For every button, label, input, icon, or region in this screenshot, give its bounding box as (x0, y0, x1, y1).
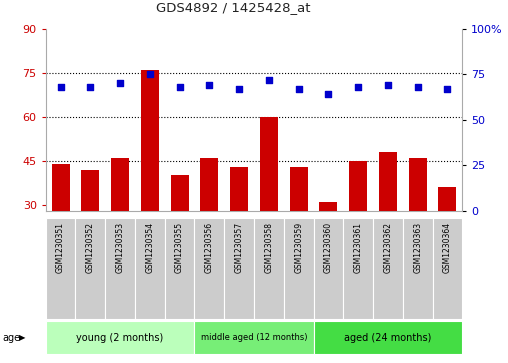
Bar (46, 321, 195, 354)
Bar (141, 70, 159, 293)
Point (414, 84, 422, 90)
Bar (313, 218, 343, 319)
Text: GSM1230356: GSM1230356 (205, 222, 214, 273)
Text: GSM1230359: GSM1230359 (294, 222, 303, 273)
Bar (260, 117, 278, 293)
Bar (111, 158, 129, 293)
Bar (201, 158, 218, 293)
Text: GDS4892 / 1425428_at: GDS4892 / 1425428_at (156, 1, 310, 15)
Bar (343, 218, 373, 319)
Bar (224, 218, 254, 319)
Bar (76, 218, 105, 319)
Bar (135, 218, 165, 319)
Bar (195, 218, 224, 319)
Bar (349, 161, 367, 293)
Point (116, 81, 124, 86)
Text: GSM1230355: GSM1230355 (175, 222, 184, 273)
Text: GSM1230353: GSM1230353 (116, 222, 124, 273)
Text: GSM1230360: GSM1230360 (324, 222, 333, 273)
Text: GSM1230363: GSM1230363 (413, 222, 422, 273)
Bar (195, 321, 313, 354)
Bar (46, 218, 76, 319)
Point (146, 72, 154, 77)
Bar (320, 202, 337, 293)
Bar (81, 170, 99, 293)
Bar (171, 175, 188, 293)
Bar (230, 167, 248, 293)
Text: GSM1230357: GSM1230357 (235, 222, 244, 273)
Bar (105, 218, 135, 319)
Point (176, 84, 184, 90)
Text: GSM1230352: GSM1230352 (86, 222, 95, 273)
Point (384, 82, 392, 88)
Bar (290, 167, 307, 293)
Bar (165, 218, 195, 319)
Bar (52, 164, 70, 293)
Bar (313, 321, 462, 354)
Text: GSM1230362: GSM1230362 (384, 222, 392, 273)
Text: aged (24 months): aged (24 months) (344, 333, 432, 343)
Bar (373, 218, 403, 319)
Bar (254, 218, 284, 319)
Point (295, 86, 303, 92)
Bar (284, 218, 313, 319)
Bar (438, 187, 456, 293)
Point (443, 86, 452, 92)
Text: ▶: ▶ (19, 333, 26, 342)
Point (235, 86, 243, 92)
Text: middle aged (12 months): middle aged (12 months) (201, 333, 307, 342)
Text: GSM1230351: GSM1230351 (56, 222, 65, 273)
Point (354, 84, 362, 90)
Bar (409, 158, 427, 293)
Point (56, 84, 65, 90)
Text: GSM1230361: GSM1230361 (354, 222, 363, 273)
Text: GSM1230354: GSM1230354 (145, 222, 154, 273)
Text: age: age (3, 333, 21, 343)
Point (205, 82, 213, 88)
Point (86, 84, 94, 90)
Point (265, 77, 273, 83)
Text: GSM1230364: GSM1230364 (443, 222, 452, 273)
Point (324, 91, 332, 97)
Text: young (2 months): young (2 months) (77, 333, 164, 343)
Bar (403, 218, 432, 319)
Bar (432, 218, 462, 319)
Text: GSM1230358: GSM1230358 (264, 222, 273, 273)
Bar (379, 152, 397, 293)
